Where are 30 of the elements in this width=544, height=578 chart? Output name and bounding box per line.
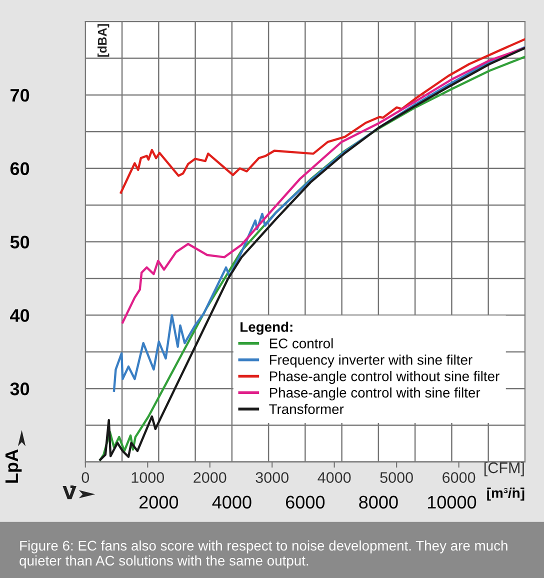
x-tick-label: 6000	[286, 496, 325, 509]
text: V̇	[62, 485, 76, 500]
x2-tick-label: 0	[82, 472, 90, 483]
x2-tick-label: 6000	[442, 472, 476, 483]
y-tick-label: 30	[10, 382, 30, 396]
legend-title: Legend:	[240, 322, 292, 335]
x2-axis-title: [CFM]	[484, 462, 524, 476]
x-tick-label: 8000	[359, 496, 398, 509]
legend-label: Transformer	[269, 404, 344, 414]
x2-tick-label: 1000	[132, 472, 164, 483]
y-tick-label: 60	[10, 162, 30, 176]
x-tick-label: 10000	[428, 496, 476, 509]
y-tick-label: 40	[10, 309, 30, 322]
x2-tick-label: 3000	[256, 472, 289, 483]
caption: Figure 6: EC fans also score with respect to noise development. They are much quieter than AC solutions with the same output.	[20, 540, 508, 568]
legend-label: EC control	[270, 338, 333, 348]
y-tick-label: 50	[10, 236, 30, 248]
line-series	[120, 38, 525, 194]
x2-tick-label: 2000	[194, 472, 226, 483]
x2-tick-label: 4000	[318, 472, 351, 483]
y-tick-label: 70	[10, 88, 30, 102]
legend-label: Phase-angle control without sine filter	[270, 371, 500, 384]
x-tick-label: 4000	[212, 496, 252, 509]
x-axis-title: [m³/h]	[487, 488, 524, 501]
x2-tick-label: 5000	[380, 472, 413, 483]
x-tick-label: 2000	[139, 496, 178, 509]
legend-label: Phase-angle control with sine filter	[270, 387, 480, 400]
legend-label: Frequency inverter with sine filter	[270, 354, 472, 368]
annotation: [dBA]	[98, 24, 110, 57]
y-axis-title: LpA	[6, 449, 22, 483]
